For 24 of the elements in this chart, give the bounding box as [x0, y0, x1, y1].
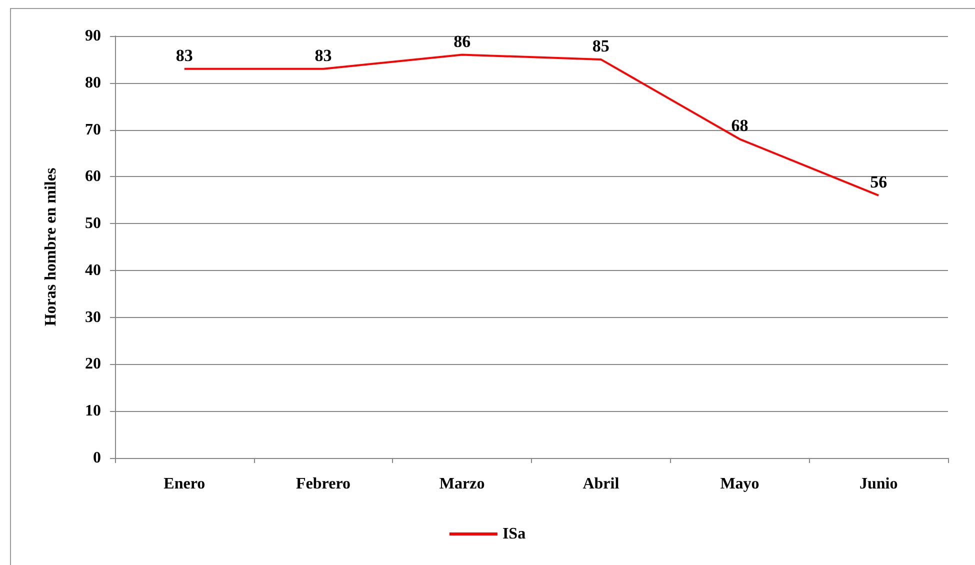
y-tick-label: 80	[85, 74, 101, 92]
data-label: 83	[176, 46, 193, 65]
data-label: 68	[731, 116, 748, 136]
data-label: 85	[592, 36, 610, 56]
x-tick-label: Junio	[859, 476, 898, 492]
x-tick-label: Marzo	[439, 476, 485, 492]
x-tick-label: Febrero	[296, 476, 350, 492]
x-tick-label: Mayo	[720, 476, 760, 492]
y-tick-label: 20	[85, 356, 101, 373]
y-tick-label: 30	[85, 308, 101, 326]
y-tick-label: 0	[93, 450, 101, 466]
data-label: 56	[870, 172, 888, 192]
y-tick-label: 70	[85, 121, 101, 138]
y-tick-label: 10	[85, 402, 101, 420]
y-tick-label: 40	[85, 262, 101, 279]
data-label: 83	[314, 46, 332, 65]
y-tick-label: 50	[85, 215, 101, 232]
legend-label: ISa	[502, 526, 526, 542]
data-label: 86	[454, 32, 471, 51]
x-tick-label: Enero	[164, 476, 206, 492]
y-tick-label: 90	[85, 28, 101, 44]
y-tick-label: 60	[85, 168, 101, 186]
y-axis-title: Horas hombre en miles	[42, 168, 60, 326]
x-tick-label: Abril	[582, 476, 620, 492]
